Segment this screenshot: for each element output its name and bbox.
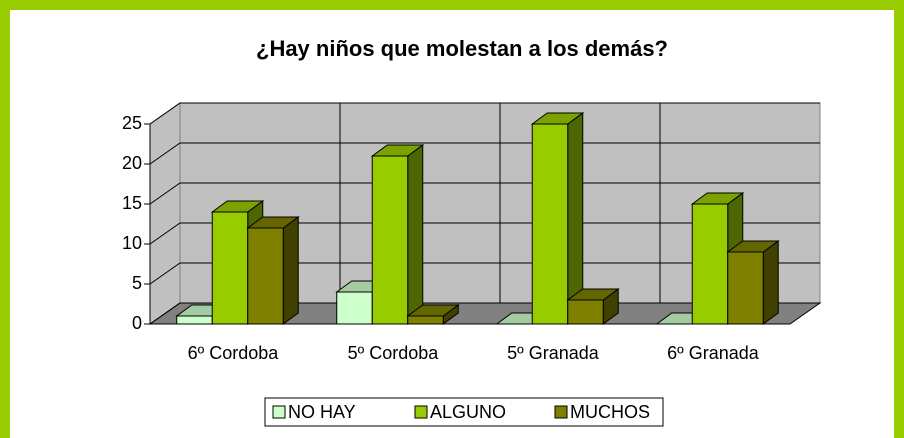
x-tick-label: 6º Cordoba bbox=[188, 343, 280, 363]
grid-line bbox=[149, 222, 820, 245]
x-tick-label: 5º Cordoba bbox=[348, 343, 440, 363]
bar bbox=[211, 211, 249, 325]
bar bbox=[691, 203, 729, 325]
legend-swatch bbox=[414, 405, 428, 419]
bar-side bbox=[282, 216, 299, 325]
legend-swatch bbox=[554, 405, 568, 419]
bar bbox=[247, 227, 284, 325]
x-tick-label: 6º Granada bbox=[667, 343, 760, 363]
y-tick-label: 0 bbox=[132, 313, 142, 333]
y-tick-label: 20 bbox=[122, 153, 142, 173]
bar-side bbox=[762, 240, 779, 325]
bar bbox=[727, 251, 764, 325]
grid-line bbox=[149, 142, 820, 165]
legend: NO HAY ALGUNO MUCHOS bbox=[264, 397, 664, 427]
chart-title: ¿Hay niños que molestan a los demás? bbox=[256, 36, 668, 61]
bar-side bbox=[407, 144, 424, 325]
grid-line bbox=[149, 262, 820, 285]
legend-box bbox=[264, 397, 664, 427]
legend-swatch bbox=[272, 405, 286, 419]
bar bbox=[176, 315, 213, 325]
legend-label: NO HAY bbox=[288, 402, 356, 422]
bar bbox=[567, 299, 604, 325]
y-tick-label: 25 bbox=[122, 113, 142, 133]
side-wall bbox=[149, 102, 181, 325]
legend-label: MUCHOS bbox=[570, 402, 650, 422]
x-tick-label: 5º Granada bbox=[507, 343, 600, 363]
bar bbox=[531, 123, 569, 325]
grid-line bbox=[149, 182, 820, 205]
grid-line bbox=[149, 102, 820, 125]
bar bbox=[407, 315, 444, 325]
bar bbox=[371, 155, 409, 325]
y-tick-label: 5 bbox=[132, 273, 142, 293]
y-tick-label: 15 bbox=[122, 193, 142, 213]
y-tick-label: 10 bbox=[122, 233, 142, 253]
legend-label: ALGUNO bbox=[430, 402, 506, 422]
bar bbox=[336, 291, 373, 325]
